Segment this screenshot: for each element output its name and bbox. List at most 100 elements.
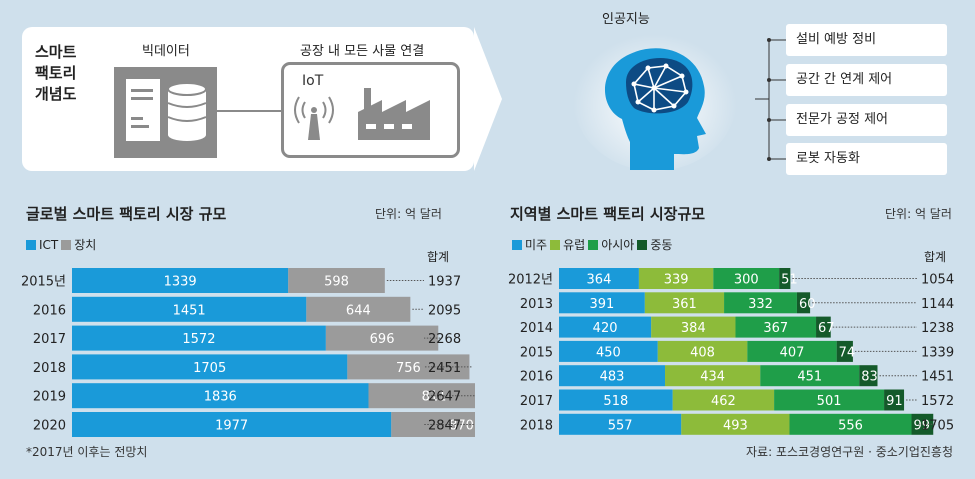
bar-segment — [657, 340, 748, 362]
total-value: 2647 — [428, 390, 461, 405]
legend-label: 아시아 — [601, 238, 635, 252]
bar-segment — [72, 268, 289, 293]
category-label: 2012년 — [508, 273, 553, 288]
category-label: 2019 — [33, 390, 66, 405]
left-footnote: *2017년 이후는 전망치 — [26, 445, 148, 459]
bar-segment — [859, 365, 878, 387]
server-icon — [114, 67, 217, 158]
bar-value-label: 451 — [797, 370, 822, 385]
bar-value-label: 598 — [324, 275, 349, 290]
legend-item: 유럽 — [550, 236, 585, 253]
bar-value-label: 384 — [681, 321, 706, 336]
category-label: 2016 — [520, 370, 553, 385]
bar-segment — [681, 413, 790, 435]
legend-swatch-device — [61, 239, 72, 250]
bar-value-label: 1705 — [193, 361, 226, 376]
bar-segment — [72, 354, 348, 380]
bar-segment — [72, 383, 369, 409]
bar-value-label: 300 — [734, 273, 759, 288]
bar-value-label: 83 — [861, 370, 878, 385]
concept-title-line: 스마트 — [35, 43, 77, 61]
iot-icons — [294, 88, 430, 140]
right-legend: 미주 유럽 아시아 중동 — [512, 236, 675, 253]
bar-value-label: 339 — [664, 273, 689, 288]
bar-segment — [306, 296, 411, 322]
bar-value-label: 518 — [603, 394, 628, 409]
legend-swatch-middle-east — [637, 239, 648, 250]
bar-value-label: 756 — [396, 361, 421, 376]
total-value: 1572 — [921, 394, 954, 409]
bar-value-label: 67 — [818, 321, 835, 336]
bar-segment — [713, 268, 780, 289]
category-label: 2018 — [33, 361, 66, 376]
left-chart-title: 글로벌 스마트 팩토리 시장 규모 — [26, 205, 227, 223]
bar-segment — [644, 292, 725, 314]
bar-value-label: 1339 — [164, 275, 197, 290]
bar-segment — [559, 340, 658, 362]
factory-icon — [358, 88, 430, 140]
legend-item: 중동 — [637, 236, 672, 253]
bar-value-label: 51 — [781, 273, 798, 288]
bar-value-label: 557 — [608, 418, 633, 433]
legend-item: ICT — [26, 238, 58, 252]
right-total-header: 합계 — [924, 250, 947, 264]
bar-value-label: 420 — [593, 321, 618, 336]
bar-segment — [665, 365, 761, 387]
bar-segment — [672, 389, 775, 411]
bar-segment — [651, 316, 736, 338]
legend-item: 미주 — [512, 236, 547, 253]
connector-line — [217, 110, 281, 112]
bar-segment — [816, 316, 831, 338]
benefit-item: 로봇 자동화 — [786, 143, 947, 175]
benefit-item: 설비 예방 정비 — [786, 24, 947, 56]
bar-segment — [72, 296, 307, 322]
left-bar-chart: 2015년 1339 598 1937 2016 1451 644 2095 2017 1572 6… — [21, 268, 475, 437]
bar-value-label: 74 — [839, 345, 856, 360]
category-label: 2015년 — [21, 275, 66, 290]
bar-segment — [789, 413, 912, 435]
bar-segment — [884, 389, 905, 411]
total-value: 2451 — [428, 361, 461, 376]
bar-value-label: 361 — [672, 297, 697, 312]
bar-value-label: 91 — [886, 394, 903, 409]
legend-label: 미주 — [525, 238, 548, 252]
bar-value-label: 556 — [838, 418, 863, 433]
category-label: 2020 — [33, 419, 66, 434]
bar-value-label: 332 — [748, 297, 773, 312]
bar-segment — [559, 413, 682, 435]
concept-title: 스마트 팩토리 개념도 — [35, 42, 76, 105]
bar-value-label: 493 — [723, 418, 748, 433]
total-value: 1339 — [921, 345, 954, 360]
bar-value-label: 367 — [763, 321, 788, 336]
total-value: 1937 — [428, 275, 461, 290]
left-legend: ICT 장치 — [26, 236, 99, 253]
category-label: 2013 — [520, 297, 553, 312]
total-value: 1054 — [921, 273, 954, 288]
bar-value-label: 1572 — [182, 332, 215, 347]
bar-value-label: 60 — [799, 297, 816, 312]
benefit-connector — [755, 38, 786, 161]
bar-value-label: 408 — [690, 345, 715, 360]
bar-segment — [559, 316, 652, 338]
total-value: 1144 — [921, 297, 954, 312]
bar-value-label: 501 — [817, 394, 842, 409]
legend-item: 장치 — [61, 236, 96, 253]
category-label: 2017 — [520, 394, 553, 409]
category-label: 2018 — [520, 418, 553, 433]
total-value: 1451 — [921, 370, 954, 385]
legend-label: 유럽 — [563, 238, 586, 252]
category-label: 2017 — [33, 332, 66, 347]
bar-value-label: 99 — [914, 418, 931, 433]
concept-title-line: 개념도 — [35, 85, 77, 103]
bar-segment — [72, 325, 326, 351]
category-label: 2015 — [520, 345, 553, 360]
bar-segment — [796, 292, 811, 314]
legend-label: ICT — [39, 237, 59, 252]
bar-segment — [747, 340, 837, 362]
legend-swatch-asia — [588, 239, 599, 250]
iot-label: IoT — [302, 73, 324, 89]
total-value: 1705 — [921, 418, 954, 433]
bar-segment — [724, 292, 797, 314]
bar-segment — [325, 325, 439, 351]
bar-segment — [559, 365, 666, 387]
